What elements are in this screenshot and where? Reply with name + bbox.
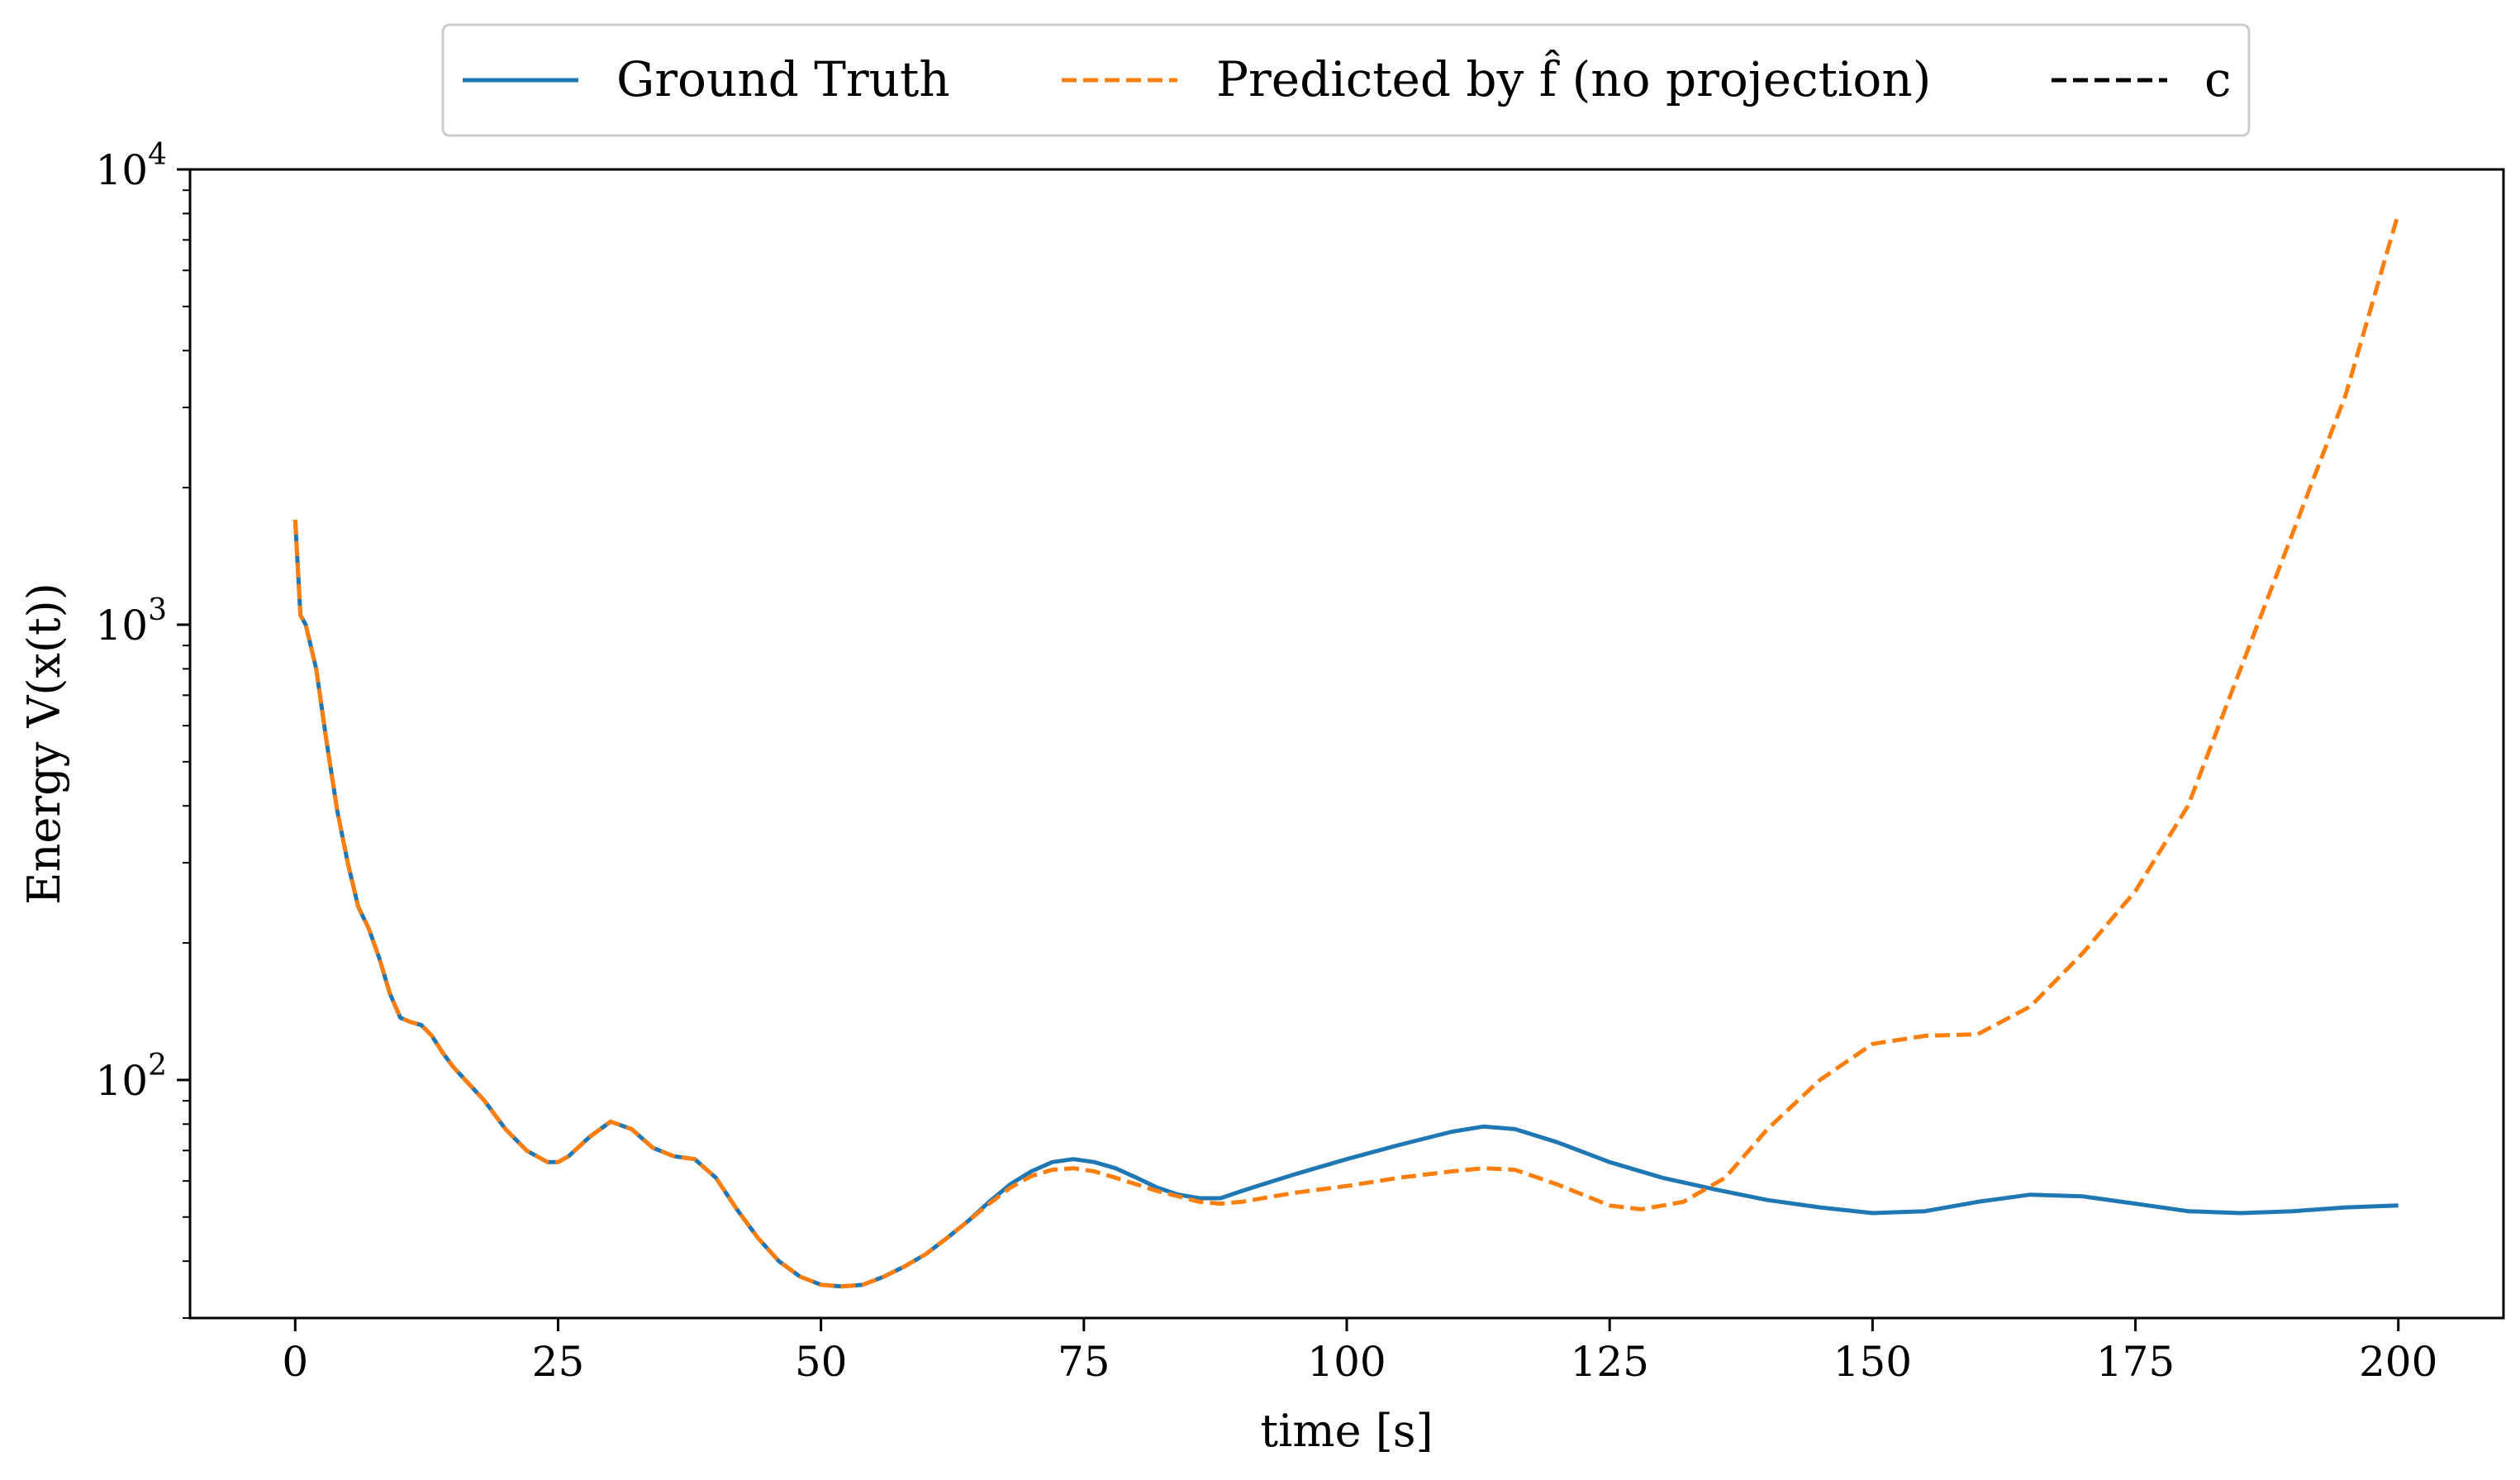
x-tick-label: 0: [282, 1338, 308, 1386]
series-line-ground-truth: [292, 519, 2399, 1289]
x-tick-label: 125: [1570, 1338, 1648, 1386]
x-tick-label: 75: [1058, 1338, 1110, 1386]
x-axis-label: time [s]: [1260, 1405, 1433, 1457]
x-tick-label: 150: [1833, 1338, 1912, 1386]
series-layer: [292, 212, 2401, 1289]
x-tick-label: 200: [2359, 1338, 2437, 1386]
x-tick-label: 175: [2096, 1338, 2175, 1386]
plot-area: [188, 168, 2505, 1320]
x-tick-label: 25: [532, 1338, 585, 1386]
y-tick-label: 103: [95, 593, 167, 650]
legend: Ground Truth Predicted by f̂ (no project…: [441, 23, 2251, 137]
y-axis-label: Energy V(x(t)): [18, 583, 70, 905]
x-tick-label: 100: [1307, 1338, 1386, 1386]
series-line-predicted: [292, 212, 2401, 1289]
legend-label-predicted: Predicted by f̂ (no projection): [1216, 49, 1931, 107]
y-tick-label: 102: [95, 1049, 167, 1105]
x-axis: 0 25 50 75 100 125 150 175 200: [282, 1318, 2437, 1386]
y-tick-label: 104: [95, 138, 167, 194]
legend-label-c: c: [2204, 51, 2231, 107]
legend-box: [441, 23, 2251, 137]
y-axis: 102 103 104: [95, 138, 190, 1319]
x-tick-label: 50: [795, 1338, 848, 1386]
legend-label-ground-truth: Ground Truth: [616, 51, 950, 107]
